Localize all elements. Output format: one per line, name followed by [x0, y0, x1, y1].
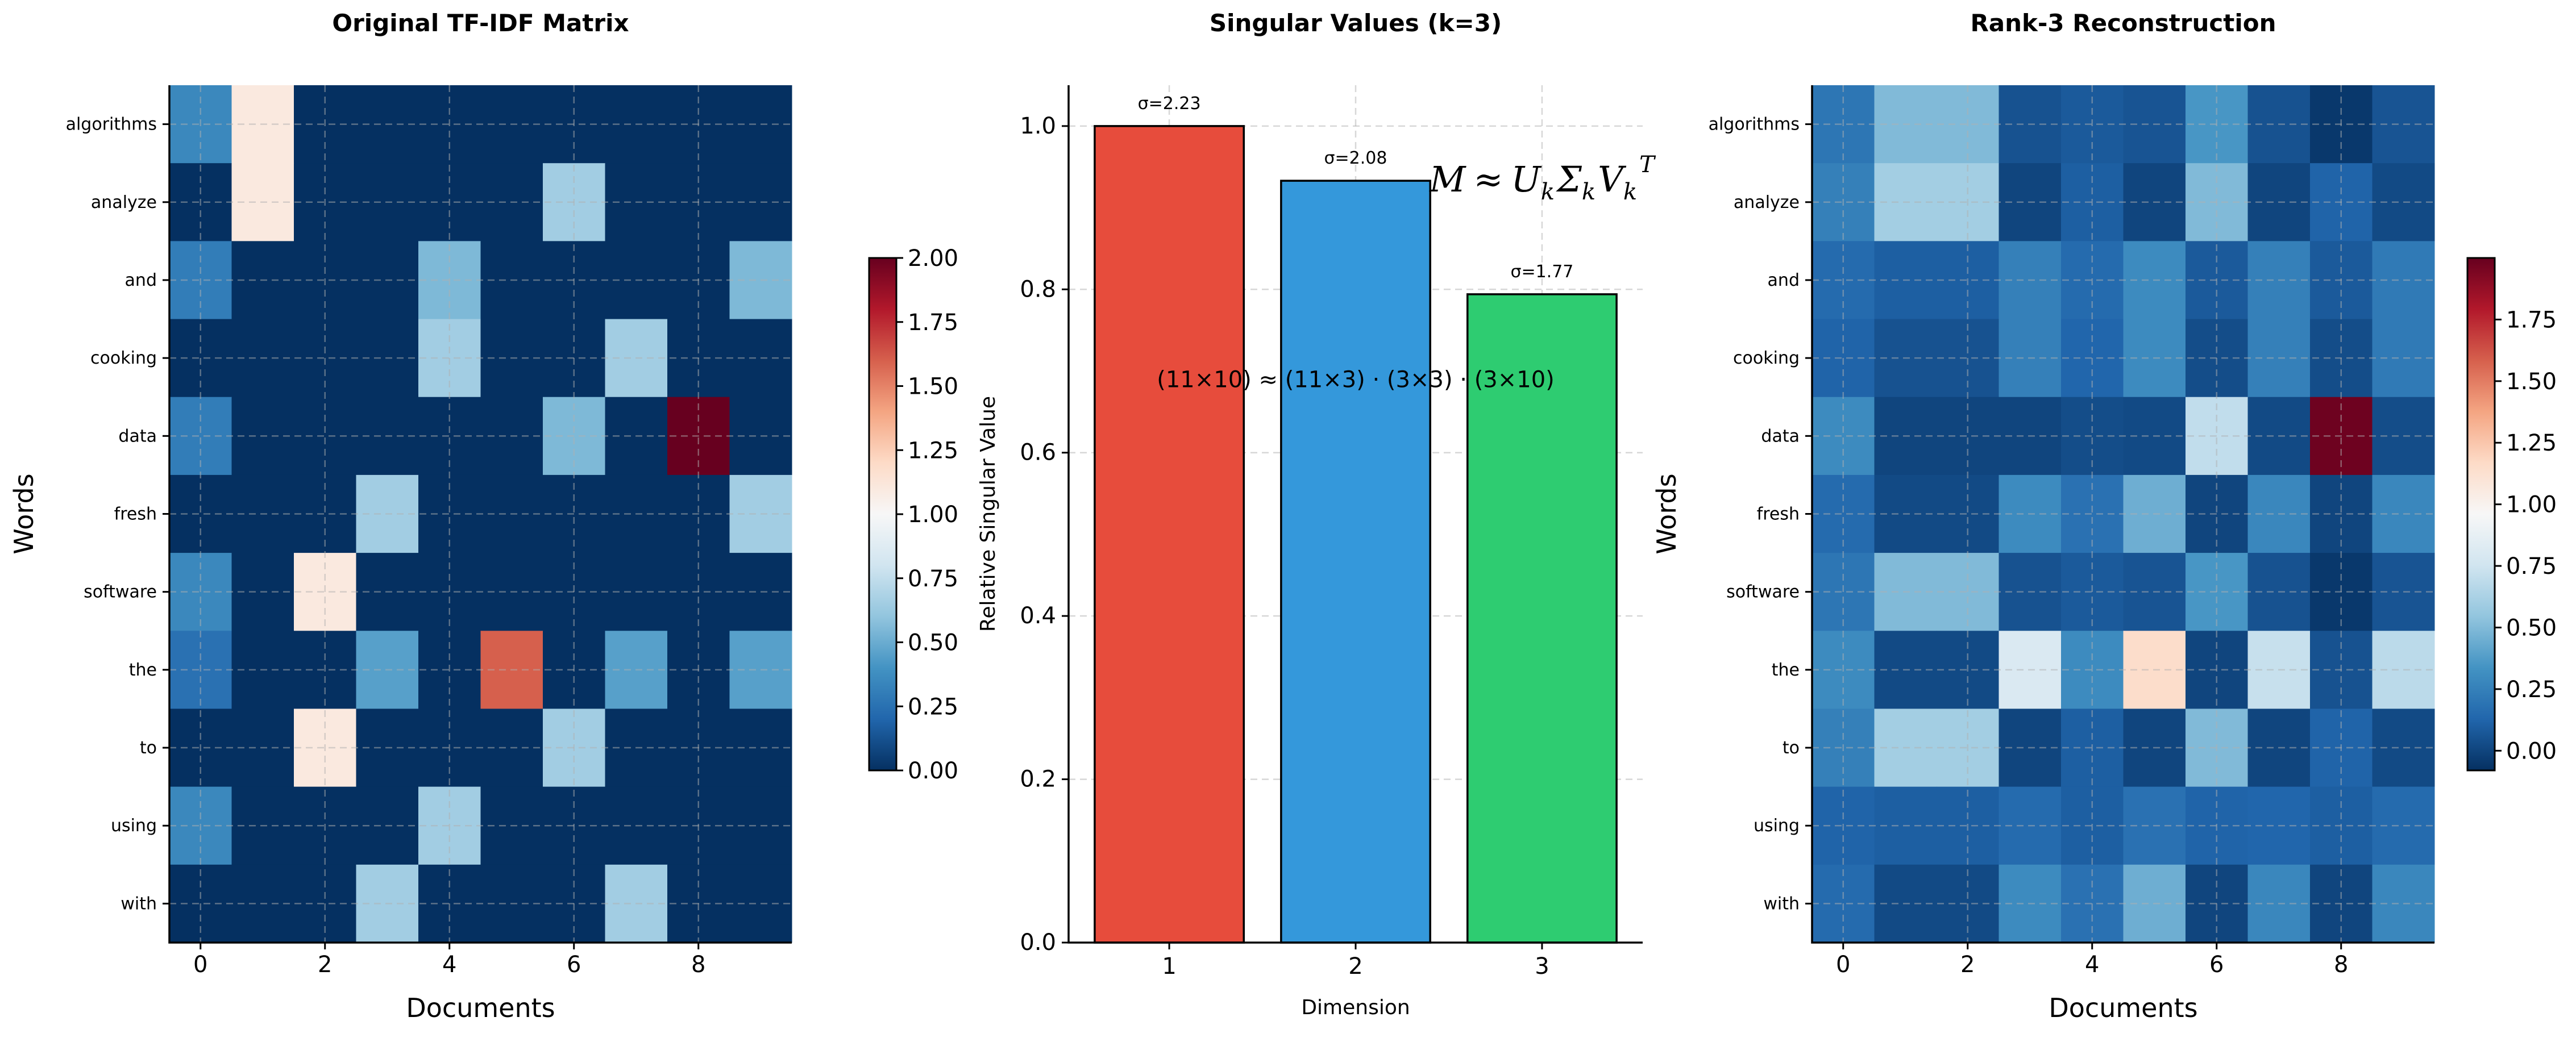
axes-spine	[1811, 85, 2434, 944]
y-tick-label: cooking	[90, 348, 157, 368]
x-tick-label: 1	[1162, 953, 1176, 980]
x-tick-label: 4	[2085, 952, 2099, 978]
formula-part-V: V	[1598, 159, 1627, 200]
y-tick-label: and	[1768, 270, 1800, 290]
dimensions-annotation: (11×10) ≈ (11×3) · (3×3) · (3×10)	[1157, 367, 1555, 393]
y-tick-label: analyze	[1734, 193, 1800, 212]
formula-part-sub: k	[1541, 179, 1555, 205]
y-tick-label: to	[1783, 738, 1800, 758]
colorbar-tick-label: 1.50	[908, 374, 958, 400]
axes-spine	[168, 85, 792, 944]
colorbar-tick-label: 1.25	[2506, 430, 2557, 456]
singular-values-bar-panel: Singular Values (k=3) 0.0 0.2 0.4 0.6 0.8 1.0 σ…	[977, 9, 1656, 1019]
formula-part-sup: T	[1639, 152, 1656, 178]
y-axis-label: Words	[1651, 473, 1682, 554]
y-tick-label: algorithms	[1709, 115, 1800, 135]
colorbar-tick-label: 0.50	[908, 630, 958, 656]
y-tick-label: fresh	[1757, 505, 1800, 524]
colorbar-tick-label: 1.00	[2506, 492, 2557, 518]
colorbar-tick-label: 0.25	[2506, 677, 2557, 703]
colorbar-gradient	[868, 257, 898, 772]
x-tick-label: 0	[193, 952, 207, 978]
y-tick-label: with	[121, 894, 157, 914]
y-tick-label: cooking	[1733, 348, 1800, 368]
y-axis-label: Words	[9, 473, 39, 554]
bar-dimension-1	[1094, 125, 1245, 944]
x-tick-label: 4	[442, 952, 456, 978]
y-tick-label: with	[1763, 894, 1800, 914]
colorbar-tick-label: 1.00	[908, 502, 958, 528]
x-tick-label: 6	[2209, 952, 2224, 978]
x-axis-label: Documents	[406, 993, 555, 1023]
colorbar-tick-label: 0.00	[908, 758, 958, 784]
colorbar-tick-label: 0.50	[2506, 615, 2557, 641]
x-tick-label: 8	[691, 952, 705, 978]
x-axis-label: Documents	[2049, 993, 2197, 1023]
formula-part-U: U	[1511, 159, 1542, 200]
y-tick-label: 0.4	[1020, 603, 1056, 629]
formula-part-sub: k	[1582, 179, 1596, 205]
y-tick-label: and	[125, 270, 157, 290]
x-tick-label: 6	[567, 952, 581, 978]
colorbar-tick-label: 1.25	[908, 437, 958, 464]
y-tick-label: the	[1772, 660, 1800, 680]
colorbar-tick-label: 0.25	[908, 694, 958, 720]
y-tick-label: analyze	[91, 193, 157, 212]
chart-title: Singular Values (k=3)	[1210, 9, 1502, 37]
y-tick-label: to	[140, 738, 157, 758]
colorbar: 0.00 0.25 0.50 0.75 1.00 1.25 1.50 1.75	[2466, 257, 2557, 772]
y-tick-label: data	[118, 426, 157, 446]
colorbar-tick-label: 0.75	[908, 566, 958, 592]
original-tfidf-heatmap-panel: Original TF-IDF Matrix 0 2 4 6 8 algorithms ana…	[9, 9, 958, 1023]
y-tick-label: using	[1754, 816, 1800, 836]
y-tick-label: data	[1761, 426, 1800, 446]
y-tick-label: software	[84, 582, 157, 602]
colorbar-tick-label: 0.75	[2506, 553, 2557, 580]
bar-dimension-2	[1280, 180, 1431, 944]
colorbar-tick-label: 0.00	[2506, 738, 2557, 764]
formula-part-S: Σ	[1556, 159, 1582, 200]
x-axis-label: Dimension	[1301, 996, 1410, 1019]
x-tick-label: 3	[1535, 953, 1549, 980]
x-tick-label: 2	[318, 952, 332, 978]
reconstruction-heatmap-panel: Rank-3 Reconstruction 0 2 4 6 8 algorithms anal…	[1651, 9, 2557, 1023]
y-tick-label: 0.8	[1020, 276, 1056, 302]
y-tick-label: 1.0	[1020, 113, 1056, 139]
y-tick-label: algorithms	[66, 115, 157, 135]
y-tick-label: 0.0	[1020, 930, 1056, 956]
y-tick-label: using	[111, 816, 157, 836]
chart-title: Rank-3 Reconstruction	[1970, 9, 2276, 37]
x-tick-label: 2	[1960, 952, 1975, 978]
x-tick-label: 8	[2334, 952, 2348, 978]
formula-part-M: M	[1429, 159, 1466, 200]
colorbar-gradient	[2466, 257, 2496, 772]
colorbar: 0.00 0.25 0.50 0.75 1.00 1.25 1.50 1.75 2.00	[868, 245, 958, 784]
bar-data-label: σ=2.23	[1138, 94, 1201, 114]
y-tick-label: fresh	[114, 505, 157, 524]
formula-part-sub: k	[1623, 179, 1637, 205]
colorbar-tick-label: 1.50	[2506, 369, 2557, 395]
bar-data-label: σ=1.77	[1510, 262, 1573, 282]
y-tick-label: software	[1726, 582, 1800, 602]
bar-dimension-3	[1466, 293, 1618, 944]
y-axis-label: Relative Singular Value	[977, 396, 1000, 632]
axes-spine	[1067, 85, 1643, 944]
colorbar-tick-label: 2.00	[908, 245, 958, 272]
bar-data-label: σ=2.08	[1324, 148, 1387, 168]
x-tick-label: 2	[1348, 953, 1362, 980]
y-tick-label: the	[129, 660, 157, 680]
colorbar-tick-label: 1.75	[908, 310, 958, 336]
colorbar-tick-label: 1.75	[2506, 307, 2557, 333]
y-tick-label: 0.6	[1020, 440, 1056, 466]
chart-title: Original TF-IDF Matrix	[332, 9, 629, 37]
y-tick-label: 0.2	[1020, 766, 1056, 793]
formula-annotation: M ≈ UkΣkVkT	[1429, 152, 1656, 205]
x-tick-label: 0	[1836, 952, 1850, 978]
formula-part-approx: ≈	[1474, 159, 1503, 200]
